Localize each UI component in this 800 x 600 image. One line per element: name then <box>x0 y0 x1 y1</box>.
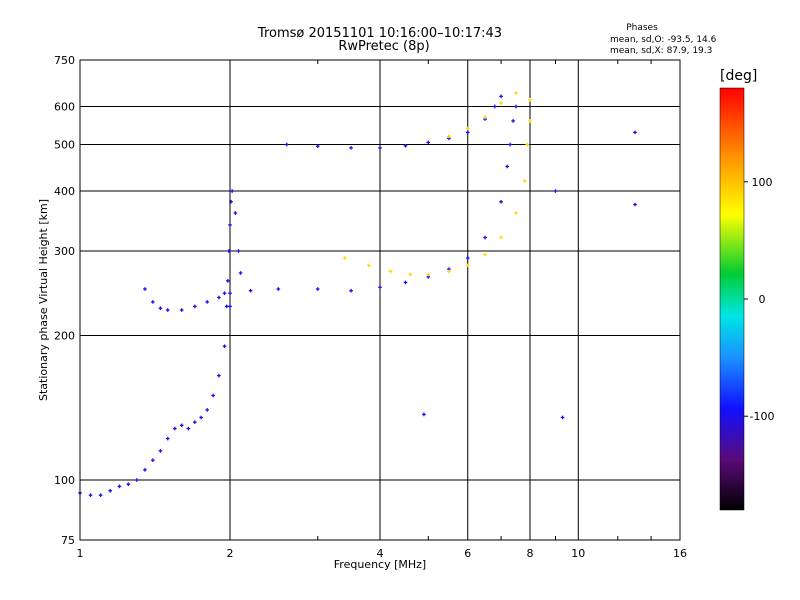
phases-x-stats: mean, sd,X: 87.9, 19.3 <box>610 46 713 56</box>
series-points <box>447 91 518 139</box>
x-tick-label: 10 <box>571 547 585 560</box>
y-tick-label: 400 <box>54 185 75 198</box>
data-points <box>78 91 637 497</box>
series-points <box>78 304 232 497</box>
x-tick-label: 16 <box>673 547 687 560</box>
colorbar-tick-label: -100 <box>750 410 775 423</box>
x-tick-label: 8 <box>527 547 534 560</box>
y-tick-label: 600 <box>54 101 75 114</box>
series-points <box>343 97 532 277</box>
y-tick-label: 100 <box>54 474 75 487</box>
y-tick-label: 200 <box>54 330 75 343</box>
plot-grid <box>80 60 680 540</box>
y-tick-label: 75 <box>61 534 75 547</box>
colorbar-tick-label: 0 <box>759 293 766 306</box>
y-tick-label: 750 <box>54 54 75 67</box>
series-points <box>224 189 243 309</box>
y-tick-label: 300 <box>54 245 75 258</box>
x-tick-label: 2 <box>227 547 234 560</box>
y-tick-label: 500 <box>54 139 75 152</box>
series-points <box>422 130 637 420</box>
colorbar-ticks: 100 0 -100 <box>744 176 774 423</box>
series-points <box>284 94 503 150</box>
x-tick-label: 6 <box>464 547 471 560</box>
phases-heading: Phases <box>626 23 658 33</box>
axis-ticks: 1 2 4 6 8 10 16 75 100 200 300 400 500 600 750 <box>54 54 687 560</box>
colorbar-unit: [deg] <box>720 68 758 84</box>
chart-title: Tromsø 20151101 10:16:00–10:17:43 <box>257 26 503 41</box>
plot-frame <box>79 59 681 541</box>
x-tick-label: 4 <box>377 547 384 560</box>
chart-subtitle: RwPretec (8p) <box>338 39 430 54</box>
x-tick-label: 1 <box>77 547 84 560</box>
x-axis-label: Frequency [MHz] <box>333 558 427 571</box>
colorbar-tick-label: 100 <box>752 176 773 189</box>
series-points <box>143 287 227 312</box>
series-points <box>228 104 518 296</box>
phase-colorbar <box>719 87 745 511</box>
phases-o-stats: mean, sd,O: -93.5, 14.6 <box>610 35 717 45</box>
